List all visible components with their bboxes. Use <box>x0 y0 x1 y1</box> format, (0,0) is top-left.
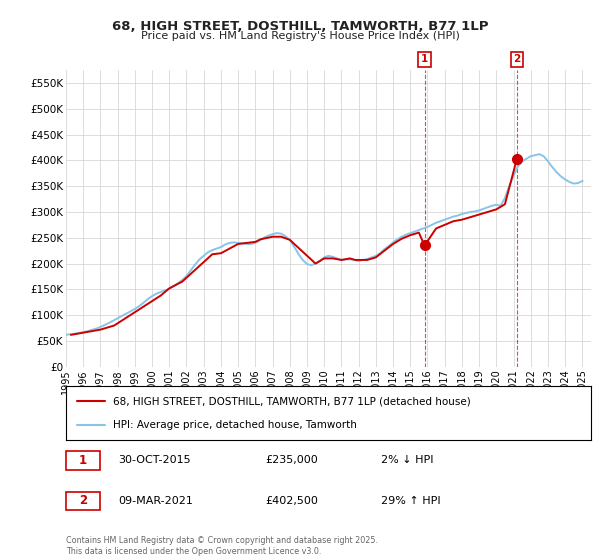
Text: 68, HIGH STREET, DOSTHILL, TAMWORTH, B77 1LP: 68, HIGH STREET, DOSTHILL, TAMWORTH, B77… <box>112 20 488 32</box>
Text: HPI: Average price, detached house, Tamworth: HPI: Average price, detached house, Tamw… <box>113 419 357 430</box>
Text: 68, HIGH STREET, DOSTHILL, TAMWORTH, B77 1LP (detached house): 68, HIGH STREET, DOSTHILL, TAMWORTH, B77… <box>113 396 471 407</box>
Text: 2% ↓ HPI: 2% ↓ HPI <box>381 455 433 465</box>
Text: 30-OCT-2015: 30-OCT-2015 <box>119 455 191 465</box>
Text: 09-MAR-2021: 09-MAR-2021 <box>119 496 193 506</box>
Text: £235,000: £235,000 <box>265 455 318 465</box>
Text: Price paid vs. HM Land Registry's House Price Index (HPI): Price paid vs. HM Land Registry's House … <box>140 31 460 41</box>
Text: 29% ↑ HPI: 29% ↑ HPI <box>381 496 440 506</box>
Text: 2: 2 <box>79 494 87 507</box>
Text: 1: 1 <box>421 54 428 64</box>
Text: Contains HM Land Registry data © Crown copyright and database right 2025.
This d: Contains HM Land Registry data © Crown c… <box>66 536 378 556</box>
FancyBboxPatch shape <box>66 492 100 510</box>
Text: 2: 2 <box>513 54 520 64</box>
Text: 1: 1 <box>79 454 87 467</box>
FancyBboxPatch shape <box>66 451 100 470</box>
Text: £402,500: £402,500 <box>265 496 319 506</box>
